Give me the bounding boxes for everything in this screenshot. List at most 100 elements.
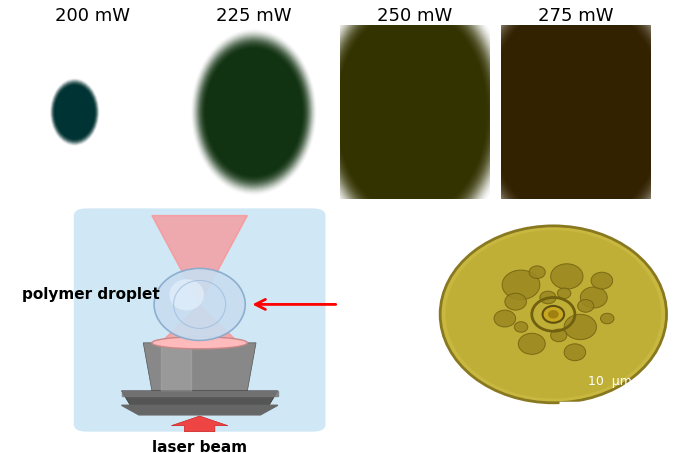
Ellipse shape — [471, 0, 680, 242]
Ellipse shape — [53, 82, 96, 142]
Ellipse shape — [63, 96, 87, 128]
Title: 250 mW: 250 mW — [377, 7, 452, 25]
Ellipse shape — [198, 39, 309, 186]
Ellipse shape — [489, 3, 663, 221]
Ellipse shape — [228, 78, 280, 146]
Ellipse shape — [325, 0, 499, 231]
Ellipse shape — [64, 96, 86, 128]
Ellipse shape — [335, 8, 488, 217]
Ellipse shape — [216, 62, 292, 162]
Ellipse shape — [224, 73, 284, 151]
Ellipse shape — [55, 85, 94, 140]
Ellipse shape — [201, 42, 307, 182]
Ellipse shape — [55, 85, 94, 140]
Ellipse shape — [352, 30, 471, 194]
Ellipse shape — [211, 56, 296, 168]
Ellipse shape — [591, 272, 612, 289]
Ellipse shape — [507, 26, 645, 198]
Ellipse shape — [66, 100, 84, 125]
Ellipse shape — [64, 98, 85, 126]
Ellipse shape — [351, 29, 472, 195]
Ellipse shape — [59, 90, 91, 134]
Circle shape — [542, 306, 564, 323]
Ellipse shape — [528, 53, 623, 171]
Ellipse shape — [377, 64, 447, 160]
Ellipse shape — [557, 288, 571, 299]
Ellipse shape — [217, 64, 290, 160]
Ellipse shape — [52, 80, 98, 144]
FancyBboxPatch shape — [74, 208, 326, 432]
Ellipse shape — [466, 0, 685, 249]
Ellipse shape — [356, 37, 467, 188]
Ellipse shape — [62, 94, 88, 130]
Ellipse shape — [505, 293, 526, 310]
Ellipse shape — [55, 85, 94, 139]
Ellipse shape — [52, 82, 97, 142]
Ellipse shape — [154, 268, 245, 341]
Circle shape — [440, 226, 666, 403]
Ellipse shape — [58, 89, 91, 135]
Ellipse shape — [371, 56, 453, 168]
Ellipse shape — [220, 67, 288, 157]
Polygon shape — [144, 343, 256, 391]
Ellipse shape — [333, 5, 490, 219]
Ellipse shape — [225, 74, 283, 150]
Ellipse shape — [342, 17, 482, 207]
Ellipse shape — [202, 44, 305, 180]
Polygon shape — [152, 216, 247, 304]
Ellipse shape — [340, 14, 484, 210]
Circle shape — [445, 230, 662, 399]
Ellipse shape — [60, 92, 90, 132]
Ellipse shape — [225, 75, 282, 149]
Ellipse shape — [66, 100, 83, 124]
Ellipse shape — [505, 24, 646, 200]
Ellipse shape — [474, 0, 678, 239]
Ellipse shape — [498, 14, 654, 210]
Ellipse shape — [354, 34, 469, 191]
Ellipse shape — [508, 28, 643, 197]
Ellipse shape — [58, 89, 92, 135]
Ellipse shape — [228, 79, 279, 145]
Ellipse shape — [60, 92, 90, 133]
Ellipse shape — [199, 40, 308, 184]
Ellipse shape — [601, 313, 614, 324]
Ellipse shape — [349, 26, 475, 198]
Ellipse shape — [202, 43, 306, 181]
Ellipse shape — [360, 41, 463, 183]
Ellipse shape — [478, 0, 673, 234]
Polygon shape — [160, 343, 191, 391]
Ellipse shape — [61, 93, 89, 131]
Ellipse shape — [491, 6, 661, 218]
Ellipse shape — [367, 50, 457, 174]
Polygon shape — [160, 304, 239, 343]
Text: 10  μm: 10 μm — [588, 375, 632, 388]
Ellipse shape — [64, 97, 85, 127]
Ellipse shape — [320, 0, 503, 237]
Ellipse shape — [369, 53, 455, 171]
Ellipse shape — [530, 55, 622, 169]
Ellipse shape — [528, 52, 624, 172]
Ellipse shape — [206, 50, 301, 174]
Ellipse shape — [492, 8, 659, 216]
Ellipse shape — [490, 5, 662, 220]
Ellipse shape — [338, 11, 486, 213]
Ellipse shape — [215, 61, 293, 163]
Ellipse shape — [61, 93, 88, 131]
Ellipse shape — [227, 77, 281, 148]
Ellipse shape — [365, 48, 458, 176]
Ellipse shape — [211, 55, 297, 169]
Ellipse shape — [52, 82, 97, 143]
Ellipse shape — [213, 58, 295, 166]
Ellipse shape — [516, 37, 636, 187]
Ellipse shape — [374, 61, 449, 164]
Ellipse shape — [551, 329, 567, 342]
Ellipse shape — [222, 70, 286, 154]
Ellipse shape — [337, 10, 486, 215]
Ellipse shape — [480, 0, 671, 231]
Ellipse shape — [496, 13, 655, 212]
Text: polymer droplet: polymer droplet — [22, 287, 160, 302]
Ellipse shape — [214, 60, 293, 164]
Ellipse shape — [469, 0, 682, 246]
Ellipse shape — [580, 287, 608, 308]
Ellipse shape — [512, 32, 640, 192]
